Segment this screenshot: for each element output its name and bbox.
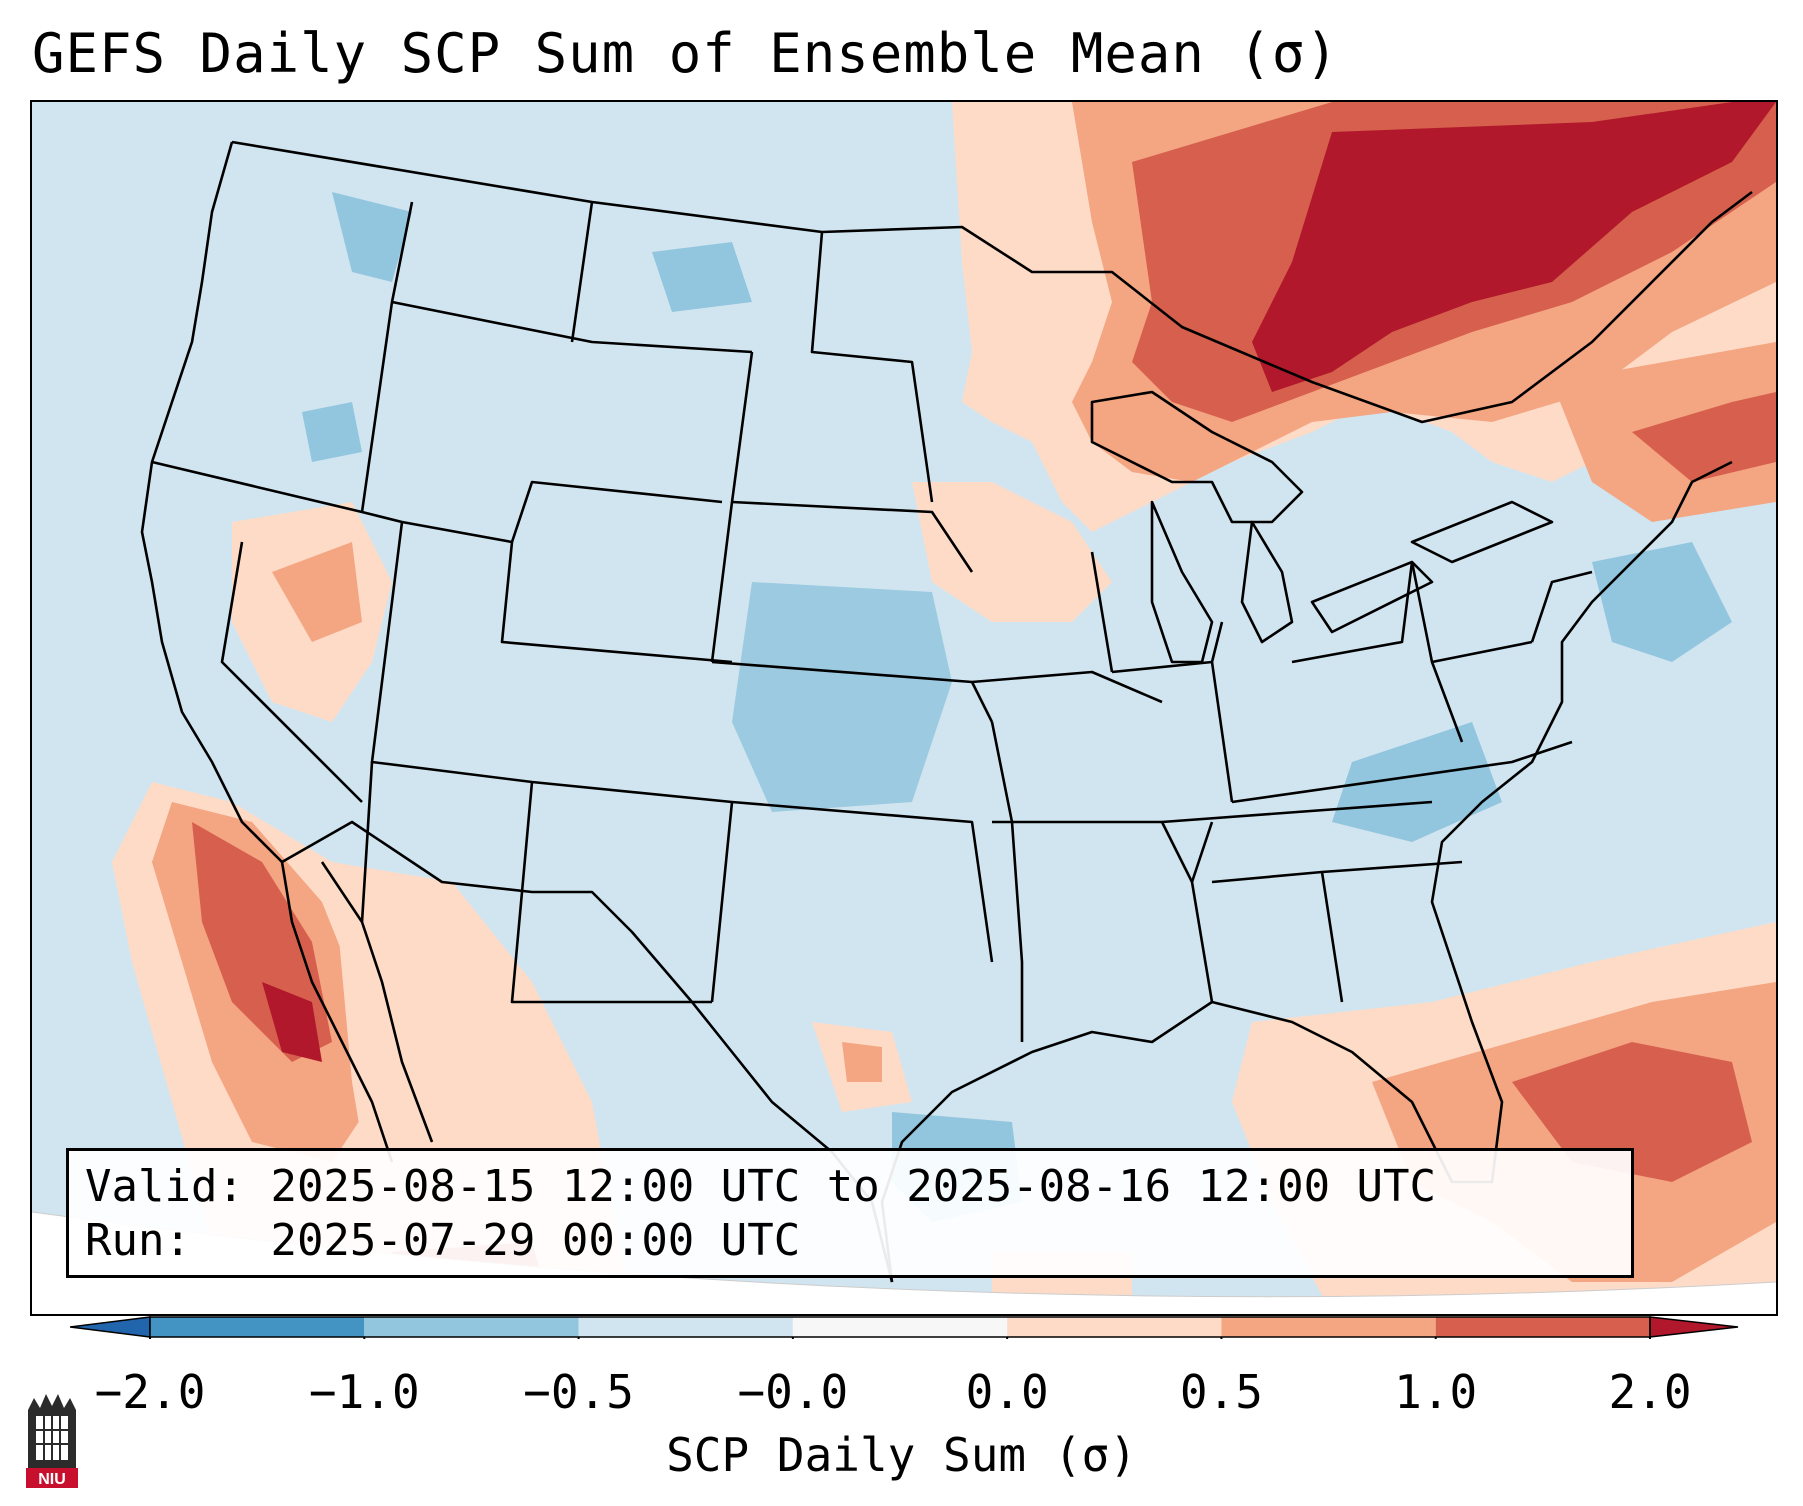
colorbar-label: SCP Daily Sum (σ) — [666, 1428, 1137, 1482]
colorbar-segment — [1435, 1317, 1650, 1337]
valid-label: Valid: — [85, 1161, 244, 1212]
colorbar-segment — [150, 1317, 365, 1337]
colorbar-tick-label: 0.0 — [965, 1365, 1049, 1419]
info-box: Valid: 2025-08-15 12:00 UTC to 2025-08-1… — [66, 1148, 1634, 1278]
scp-map — [32, 102, 1776, 1314]
colorbar-tick-label: −2.0 — [94, 1365, 206, 1419]
colorbar — [70, 1316, 1739, 1339]
run-label: Run: — [85, 1215, 191, 1266]
valid-line: Valid: 2025-08-15 12:00 UTC to 2025-08-1… — [85, 1161, 1436, 1212]
colorbar-tick-label: −1.0 — [308, 1365, 420, 1419]
boundaries — [140, 140, 1753, 1283]
svg-text:NIU: NIU — [38, 1471, 66, 1488]
niu-logo: NIU — [26, 1394, 78, 1488]
run-time: 2025-07-29 00:00 UTC — [270, 1215, 801, 1266]
colorbar-tick-label: −0.5 — [523, 1365, 634, 1419]
colorbar-tick-label: 2.0 — [1608, 1365, 1692, 1419]
colorbar-segment — [1221, 1317, 1436, 1337]
map-panel — [30, 100, 1778, 1316]
colorbar-tick-label: 0.5 — [1179, 1365, 1263, 1419]
colorbar-tick-label: −0.0 — [737, 1365, 849, 1419]
run-line: Run: 2025-07-29 00:00 UTC — [85, 1215, 800, 1266]
colorbar-outline — [149, 1316, 1651, 1338]
colorbar-under-arrow — [70, 1316, 151, 1338]
colorbar-segment — [792, 1317, 1008, 1337]
colorbar-segment — [578, 1317, 793, 1337]
colorbar-tick-label: 1.0 — [1394, 1365, 1478, 1419]
colorbar-over-arrow — [1649, 1316, 1739, 1338]
valid-range: 2025-08-15 12:00 UTC to 2025-08-16 12:00… — [270, 1161, 1437, 1212]
colorbar-segment — [1007, 1317, 1222, 1337]
colorbar-segment — [364, 1317, 579, 1337]
page-title: GEFS Daily SCP Sum of Ensemble Mean (σ) — [32, 22, 1339, 85]
